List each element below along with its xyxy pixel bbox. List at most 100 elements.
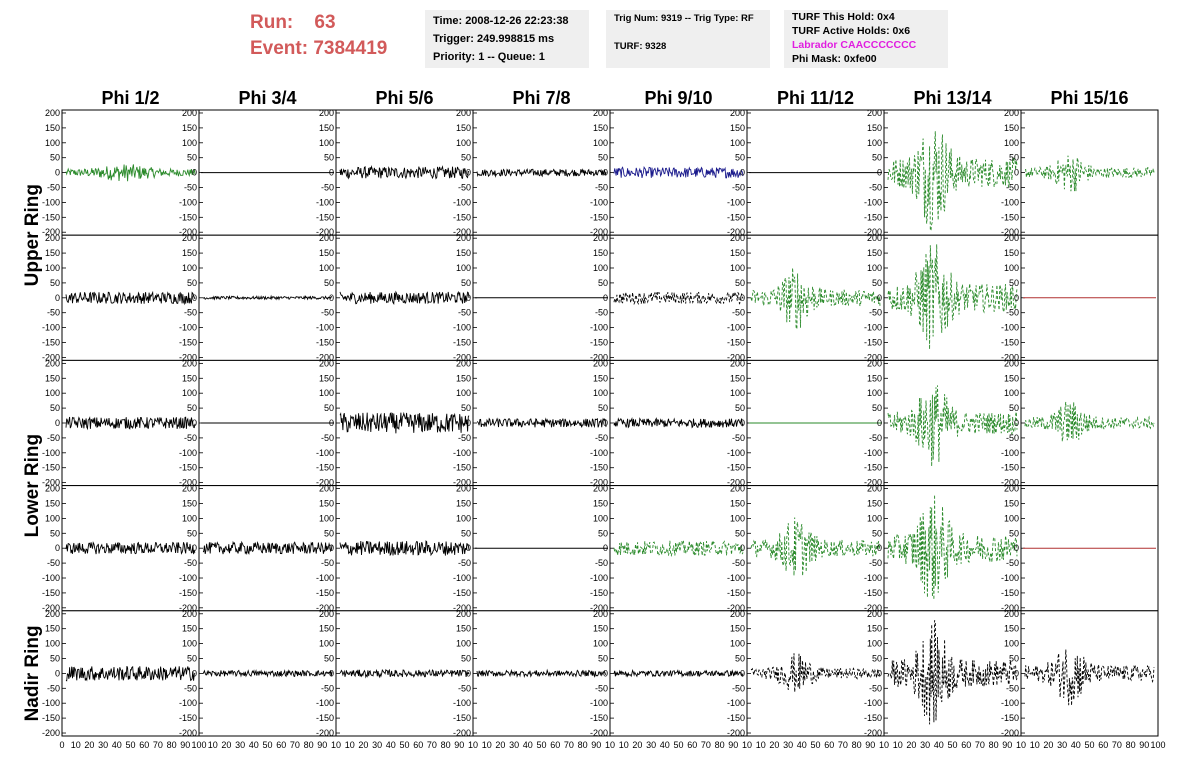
- y-tick-label: 100: [867, 513, 882, 523]
- y-tick-label: -100: [42, 573, 60, 583]
- y-tick-label: 0: [1014, 293, 1019, 303]
- x-tick-label: 10: [468, 740, 478, 750]
- x-tick-label: 10: [756, 740, 766, 750]
- y-tick-label: 200: [593, 108, 608, 118]
- y-tick-label: 50: [461, 528, 471, 538]
- y-tick-label: -150: [1001, 338, 1019, 348]
- x-tick-label: 40: [112, 740, 122, 750]
- y-tick-label: -150: [42, 338, 60, 348]
- x-tick-label: 100: [1150, 740, 1165, 750]
- waveform-trace: [65, 164, 196, 182]
- y-tick-label: 50: [187, 153, 197, 163]
- y-tick-label: 150: [319, 248, 334, 258]
- y-tick-label: -150: [864, 463, 882, 473]
- panel-r2-c2: 200 150 100 50 0 -50 -100 -150 -200: [316, 358, 474, 488]
- x-tick-label: 90: [180, 740, 190, 750]
- y-tick-label: -50: [458, 433, 471, 443]
- y-tick-label: 100: [456, 388, 471, 398]
- panel-r0-c0: 200 150 100 50 0 -50 -100 -150 -200: [42, 108, 200, 237]
- y-tick-label: 100: [593, 513, 608, 523]
- y-tick-label: 200: [182, 108, 197, 118]
- y-tick-label: 200: [456, 233, 471, 243]
- ring-label-2: Nadir Ring: [22, 625, 43, 721]
- y-tick-label: -50: [595, 683, 608, 693]
- y-tick-label: -200: [42, 227, 60, 237]
- x-tick-label: 40: [249, 740, 259, 750]
- y-tick-label: 200: [593, 484, 608, 494]
- x-tick-label: 80: [715, 740, 725, 750]
- y-tick-label: 150: [1004, 248, 1019, 258]
- y-tick-label: -150: [590, 463, 608, 473]
- y-tick-label: -200: [727, 227, 745, 237]
- panel-r4-c2: 200 150 100 50 0 -50 -100 -150 -200: [316, 609, 474, 738]
- waveform-trace: [887, 131, 1018, 232]
- y-tick-label: 200: [456, 484, 471, 494]
- y-tick-label: -150: [864, 588, 882, 598]
- y-tick-label: 150: [319, 373, 334, 383]
- event-row: Event: 7384419: [250, 36, 387, 62]
- y-tick-label: 150: [182, 123, 197, 133]
- y-tick-label: -50: [869, 683, 882, 693]
- y-tick-label: 0: [192, 668, 197, 678]
- panel-r3-c6: 200 150 100 50 0 -50 -100 -150 -200: [864, 484, 1022, 613]
- run-label: Run:: [250, 12, 294, 33]
- y-tick-label: -50: [458, 308, 471, 318]
- x-tick-label: 10: [619, 740, 629, 750]
- waveform-trace: [887, 494, 1018, 600]
- y-tick-label: 50: [50, 153, 60, 163]
- y-tick-label: -200: [864, 352, 882, 362]
- column-header-2: Phi 3/4: [238, 88, 296, 108]
- y-tick-label: -200: [864, 478, 882, 488]
- run-event-box: Run: 63 Event: 7384419: [250, 10, 387, 62]
- y-tick-label: 0: [466, 293, 471, 303]
- y-tick-label: 150: [730, 624, 745, 634]
- y-tick-label: 50: [324, 403, 334, 413]
- ring-label-1: Lower Ring: [22, 434, 43, 537]
- x-tick-label: 50: [1084, 740, 1094, 750]
- y-tick-label: 150: [730, 373, 745, 383]
- event-value: 7384419: [313, 38, 388, 59]
- y-tick-label: 0: [192, 293, 197, 303]
- y-tick-label: -100: [316, 197, 334, 207]
- y-tick-label: -200: [727, 352, 745, 362]
- y-tick-label: -150: [727, 713, 745, 723]
- y-tick-label: 50: [598, 403, 608, 413]
- y-tick-label: 100: [867, 138, 882, 148]
- y-tick-label: -100: [453, 197, 471, 207]
- panel-r4-c0: 200 150 100 50 0 -50 -100 -150 -200: [42, 609, 200, 738]
- y-tick-label: 200: [730, 233, 745, 243]
- x-tick-label: 0: [59, 740, 64, 750]
- waveform-trace: [203, 294, 333, 301]
- y-tick-label: -100: [42, 197, 60, 207]
- y-tick-label: -100: [864, 573, 882, 583]
- y-tick-label: 50: [1009, 528, 1019, 538]
- y-tick-label: -200: [316, 603, 334, 613]
- y-tick-label: 0: [603, 668, 608, 678]
- y-tick-label: -150: [42, 713, 60, 723]
- y-tick-label: -100: [179, 573, 197, 583]
- y-tick-label: -200: [864, 728, 882, 738]
- x-tick-label: 30: [1057, 740, 1067, 750]
- y-tick-label: 50: [50, 528, 60, 538]
- y-tick-label: 50: [598, 653, 608, 663]
- y-tick-label: 50: [461, 278, 471, 288]
- y-tick-label: -150: [864, 338, 882, 348]
- y-tick-label: 0: [466, 168, 471, 178]
- y-tick-label: 0: [55, 293, 60, 303]
- y-tick-label: 100: [593, 138, 608, 148]
- y-tick-label: 0: [603, 418, 608, 428]
- labrador-text: Labrador CAACCCCCCC: [792, 39, 917, 51]
- y-tick-label: -50: [1006, 308, 1019, 318]
- y-tick-label: 50: [187, 278, 197, 288]
- y-tick-label: -150: [179, 588, 197, 598]
- panel-r0-c6: 200 150 100 50 0 -50 -100 -150 -200: [864, 108, 1022, 237]
- y-tick-label: -50: [595, 308, 608, 318]
- y-tick-label: -50: [732, 558, 745, 568]
- panel-r1-c2: 200 150 100 50 0 -50 -100 -150 -200: [316, 233, 474, 362]
- panel-r2-c6: 200 150 100 50 0 -50 -100 -150 -200: [864, 358, 1022, 488]
- y-tick-label: 50: [1009, 403, 1019, 413]
- waveform-trace: [339, 540, 470, 557]
- y-tick-label: 200: [1004, 484, 1019, 494]
- y-tick-label: 50: [735, 278, 745, 288]
- y-tick-label: 200: [456, 108, 471, 118]
